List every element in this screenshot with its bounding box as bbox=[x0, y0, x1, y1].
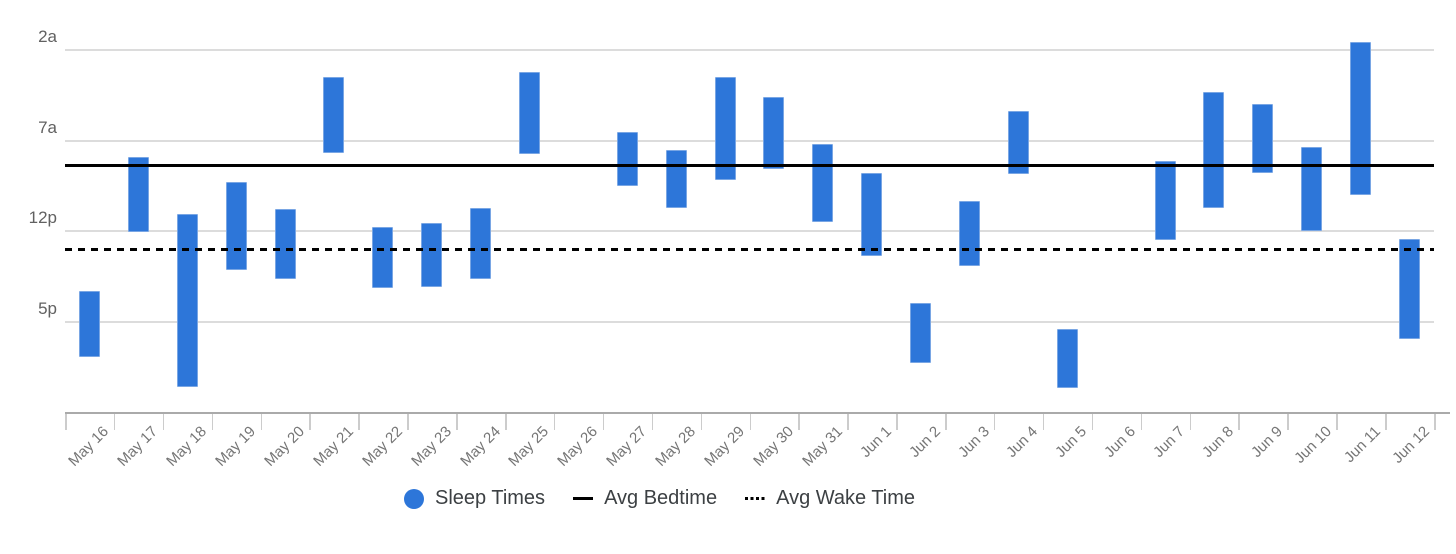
sleep-bar-jun-2[interactable] bbox=[910, 303, 932, 364]
x-axis-tick bbox=[211, 414, 214, 430]
avg-bedtime-line bbox=[65, 163, 1434, 167]
y-gridline-5p bbox=[65, 320, 1434, 323]
y-axis-label-5p: 5p bbox=[38, 298, 57, 318]
sleep-bar-may-29[interactable] bbox=[714, 77, 736, 180]
sleep-times-circle-icon bbox=[404, 488, 424, 509]
x-axis-tick bbox=[1287, 414, 1289, 430]
sleep-bar-may-22[interactable] bbox=[372, 227, 394, 289]
x-axis-tick bbox=[700, 414, 703, 430]
sleep-bar-jun-9[interactable] bbox=[1252, 104, 1274, 174]
avg-wake-time-line bbox=[65, 247, 1434, 251]
sleep-bar-jun-4[interactable] bbox=[1007, 110, 1029, 174]
sleep-bar-may-20[interactable] bbox=[274, 209, 296, 279]
sleep-bar-may-27[interactable] bbox=[616, 131, 638, 186]
x-axis-tick bbox=[407, 414, 409, 430]
sleep-bar-may-17[interactable] bbox=[127, 157, 149, 233]
avg-wake-time-line-icon bbox=[745, 497, 766, 500]
chart-legend: Sleep Times Avg Bedtime Avg Wake Time bbox=[404, 485, 915, 512]
sleep-bar-jun-1[interactable] bbox=[861, 173, 883, 256]
sleep-bar-may-23[interactable] bbox=[421, 223, 443, 287]
legend-item-sleep-times: Sleep Times bbox=[404, 487, 545, 510]
y-axis-label-12p: 12p bbox=[28, 208, 57, 228]
sleep-bar-jun-5[interactable] bbox=[1056, 329, 1078, 389]
x-axis-tick bbox=[1238, 414, 1240, 430]
legend-label-sleep-times: Sleep Times bbox=[435, 487, 546, 509]
x-axis-line bbox=[65, 412, 1450, 414]
x-axis-tick bbox=[358, 414, 360, 430]
sleep-bar-jun-12[interactable] bbox=[1399, 239, 1421, 340]
y-gridline-12p bbox=[65, 230, 1434, 233]
sleep-bar-jun-7[interactable] bbox=[1154, 160, 1176, 241]
x-axis-tick bbox=[65, 414, 67, 430]
x-axis-tick bbox=[1189, 414, 1192, 430]
x-axis-tick bbox=[602, 414, 605, 430]
x-axis-tick bbox=[113, 414, 116, 430]
x-axis-tick bbox=[847, 414, 849, 430]
sleep-bar-jun-8[interactable] bbox=[1203, 91, 1225, 208]
x-axis-tick bbox=[553, 414, 556, 430]
x-axis-tick bbox=[1091, 414, 1094, 430]
x-axis-tick bbox=[945, 414, 947, 430]
y-gridline-2a bbox=[65, 49, 1434, 51]
x-axis-tick bbox=[162, 414, 165, 430]
x-axis-tick bbox=[1042, 414, 1045, 430]
x-axis-tick bbox=[749, 414, 751, 430]
legend-label-avg-wake-time: Avg Wake Time bbox=[776, 487, 916, 509]
x-axis-tick bbox=[798, 414, 800, 430]
x-axis-label-jun-12: Jun 12 bbox=[1388, 423, 1433, 467]
y-axis-label-7a: 7a bbox=[38, 117, 57, 137]
sleep-bar-may-18[interactable] bbox=[176, 214, 198, 388]
x-axis-tick bbox=[1140, 414, 1143, 430]
x-axis-tick bbox=[993, 414, 996, 430]
sleep-bar-may-25[interactable] bbox=[518, 71, 540, 155]
x-axis-tick bbox=[456, 414, 458, 430]
sleep-bar-may-16[interactable] bbox=[78, 291, 100, 357]
x-axis-tick bbox=[505, 414, 507, 430]
legend-item-avg-wake-time: Avg Wake Time bbox=[745, 487, 915, 510]
x-axis-tick bbox=[1434, 414, 1436, 430]
sleep-bar-may-19[interactable] bbox=[225, 182, 247, 271]
x-axis-tick bbox=[1336, 414, 1338, 430]
avg-bedtime-line-icon bbox=[573, 497, 594, 500]
sleep-bar-may-28[interactable] bbox=[665, 150, 687, 208]
sleep-bar-may-21[interactable] bbox=[323, 77, 345, 154]
sleep-bar-may-31[interactable] bbox=[812, 144, 834, 223]
sleep-bar-may-30[interactable] bbox=[763, 96, 785, 170]
sleep-bar-may-24[interactable] bbox=[470, 208, 492, 279]
x-axis-tick bbox=[896, 414, 898, 430]
y-gridline-7a bbox=[65, 139, 1434, 142]
sleep-bar-jun-3[interactable] bbox=[959, 200, 981, 266]
y-axis-label-2a: 2a bbox=[38, 27, 57, 46]
x-axis-tick bbox=[1385, 414, 1387, 430]
legend-label-avg-bedtime: Avg Bedtime bbox=[604, 487, 718, 509]
sleep-bar-jun-11[interactable] bbox=[1350, 41, 1372, 195]
x-axis-tick bbox=[260, 414, 263, 430]
sleep-bar-jun-10[interactable] bbox=[1301, 147, 1323, 232]
x-axis-tick bbox=[651, 414, 654, 430]
legend-item-avg-bedtime: Avg Bedtime bbox=[573, 487, 717, 510]
x-axis-tick bbox=[309, 414, 311, 430]
